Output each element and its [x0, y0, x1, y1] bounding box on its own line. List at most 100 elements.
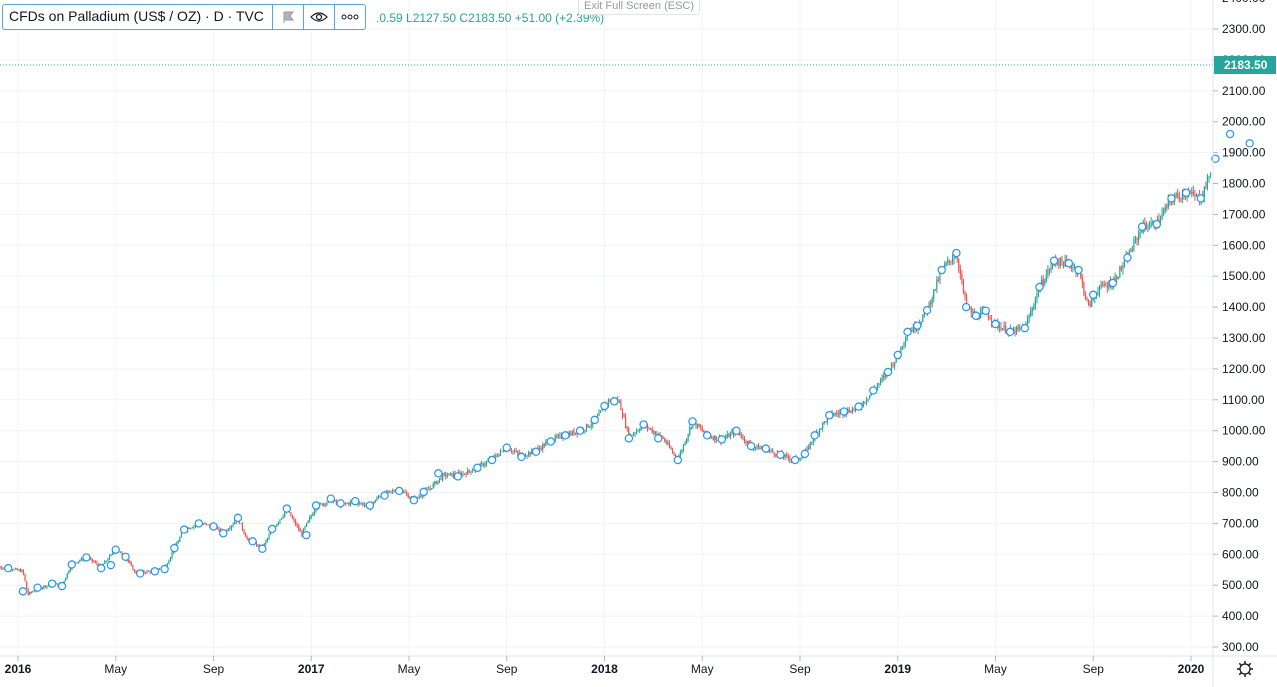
dividend-marker[interactable]	[179, 525, 189, 534]
dividend-marker[interactable]	[487, 455, 497, 465]
dividend-marker[interactable]	[57, 581, 67, 591]
dividend-marker[interactable]	[624, 434, 634, 443]
dividend-marker[interactable]	[732, 426, 741, 435]
dividend-marker[interactable]	[302, 530, 311, 540]
dividend-marker[interactable]	[365, 501, 375, 510]
dividend-marker[interactable]	[170, 543, 179, 553]
dividend-marker[interactable]	[610, 397, 619, 406]
dividend-marker[interactable]	[854, 402, 863, 411]
dividend-marker[interactable]	[1049, 256, 1059, 265]
chart-legend[interactable]: CFDs on Palladium (US$ / OZ) · D · TVC	[2, 4, 366, 30]
dividend-marker[interactable]	[48, 579, 57, 588]
flag-button[interactable]	[271, 5, 303, 29]
dividend-marker[interactable]	[135, 569, 145, 578]
dividend-marker[interactable]	[409, 496, 419, 505]
dividend-marker[interactable]	[1064, 259, 1074, 268]
dividend-marker[interactable]	[1137, 222, 1147, 231]
dividend-marker[interactable]	[33, 583, 42, 592]
dividend-marker[interactable]	[121, 552, 130, 561]
time-axis[interactable]: 2016 May Sep 2017 May Sep 2018 May Sep 2019 May Sep…	[5, 656, 1205, 676]
more-button[interactable]	[333, 5, 365, 29]
dividend-marker[interactable]	[639, 420, 648, 429]
dividend-marker[interactable]	[219, 529, 228, 538]
exit-fullscreen-button[interactable]: Exit Full Screen (ESC)	[578, 0, 701, 15]
dividend-marker[interactable]	[746, 441, 756, 451]
dividend-marker[interactable]	[453, 472, 463, 481]
dividend-marker[interactable]	[267, 524, 277, 534]
dividend-marker[interactable]	[1089, 290, 1098, 299]
dividend-marker[interactable]	[971, 311, 981, 320]
dividend-marker[interactable]	[761, 444, 770, 453]
dividend-marker[interactable]	[839, 407, 849, 416]
dividend-marker[interactable]	[395, 486, 404, 496]
dividend-marker[interactable]	[1211, 154, 1220, 163]
dividend-marker[interactable]	[233, 513, 243, 523]
dividend-marker[interactable]	[561, 431, 570, 440]
dividend-marker[interactable]	[1020, 323, 1030, 333]
dividend-marker[interactable]	[1225, 129, 1235, 139]
dividend-marker[interactable]	[82, 553, 91, 562]
dividend-marker[interactable]	[776, 450, 785, 460]
dividend-marker[interactable]	[673, 455, 683, 465]
dividend-marker[interactable]	[800, 449, 810, 459]
dividend-marker[interactable]	[981, 306, 990, 316]
dividend-marker[interactable]	[922, 305, 932, 315]
dividend-marker[interactable]	[590, 415, 599, 425]
dividend-marker[interactable]	[150, 567, 160, 576]
dividend-marker[interactable]	[654, 434, 663, 443]
dividend-marker[interactable]	[419, 487, 428, 497]
dividend-marker[interactable]	[702, 431, 712, 440]
dividend-marker[interactable]	[688, 417, 697, 426]
dividend-marker[interactable]	[883, 367, 893, 377]
dividend-marker[interactable]	[869, 386, 878, 395]
dividend-marker[interactable]	[18, 587, 28, 596]
dividend-marker[interactable]	[111, 545, 120, 554]
dividend-marker[interactable]	[282, 504, 292, 513]
dividend-marker[interactable]	[380, 491, 389, 500]
dividend-marker[interactable]	[1035, 282, 1044, 292]
dividend-marker[interactable]	[531, 447, 541, 456]
dividend-marker[interactable]	[67, 560, 76, 569]
dividend-marker[interactable]	[1181, 188, 1191, 197]
price-axis[interactable]: 300.00 400.00 500.00 600.00 700.00 800.00 900.…	[1213, 0, 1266, 654]
dividend-marker[interactable]	[600, 401, 609, 411]
dividend-marker[interactable]	[790, 455, 800, 465]
dividend-marker[interactable]	[952, 248, 961, 258]
dividend-marker[interactable]	[434, 469, 443, 478]
dividend-marker[interactable]	[961, 302, 971, 312]
dividend-marker[interactable]	[351, 496, 360, 506]
dividend-marker[interactable]	[1245, 139, 1254, 148]
symbol-title[interactable]: CFDs on Palladium (US$ / OZ) · D · TVC	[9, 8, 264, 24]
dividend-marker[interactable]	[326, 494, 335, 503]
dividend-marker[interactable]	[1123, 253, 1132, 262]
dividend-marker[interactable]	[473, 463, 482, 472]
dividend-marker[interactable]	[258, 544, 267, 553]
dividend-marker[interactable]	[1152, 220, 1161, 229]
dividend-marker[interactable]	[106, 560, 116, 570]
dividend-marker[interactable]	[517, 452, 526, 462]
dividend-marker[interactable]	[209, 522, 218, 531]
dividend-marker[interactable]	[160, 564, 169, 574]
dividend-marker[interactable]	[96, 564, 106, 573]
dividend-marker[interactable]	[1005, 327, 1015, 337]
visibility-button[interactable]	[302, 5, 334, 29]
dividend-marker[interactable]	[893, 350, 902, 360]
dividend-marker[interactable]	[937, 265, 946, 275]
dividend-marker[interactable]	[194, 519, 204, 528]
dividend-marker[interactable]	[311, 501, 321, 510]
dividend-marker[interactable]	[546, 437, 555, 446]
dividend-marker[interactable]	[502, 443, 511, 452]
dividend-marker[interactable]	[991, 319, 1000, 329]
dividend-marker[interactable]	[1196, 194, 1205, 203]
dividend-marker[interactable]	[1074, 265, 1083, 275]
dividend-marker[interactable]	[1167, 194, 1176, 203]
dividend-marker[interactable]	[810, 431, 819, 440]
dividend-marker[interactable]	[913, 321, 922, 330]
dividend-marker[interactable]	[248, 537, 257, 546]
dividend-marker[interactable]	[903, 327, 912, 337]
settings-gear-icon[interactable]	[1237, 661, 1253, 677]
dividend-marker[interactable]	[575, 426, 585, 435]
dividend-marker[interactable]	[1108, 278, 1118, 288]
dividend-marker[interactable]	[4, 564, 13, 573]
